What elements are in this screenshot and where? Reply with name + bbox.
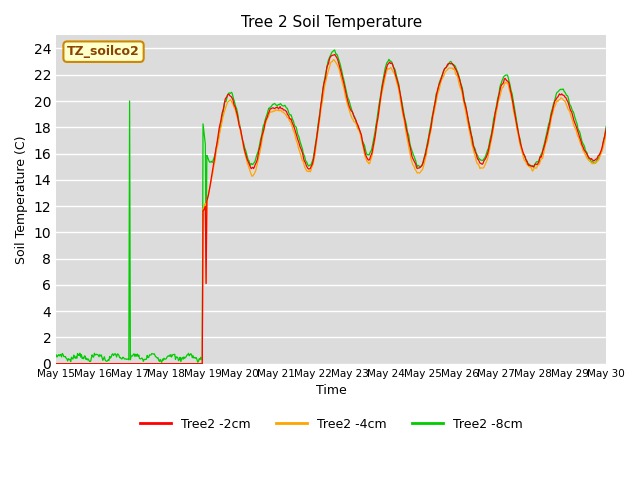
Y-axis label: Soil Temperature (C): Soil Temperature (C) [15, 135, 28, 264]
Text: TZ_soilco2: TZ_soilco2 [67, 45, 140, 58]
Title: Tree 2 Soil Temperature: Tree 2 Soil Temperature [241, 15, 422, 30]
Legend: Tree2 -2cm, Tree2 -4cm, Tree2 -8cm: Tree2 -2cm, Tree2 -4cm, Tree2 -8cm [135, 413, 527, 436]
X-axis label: Time: Time [316, 384, 346, 397]
